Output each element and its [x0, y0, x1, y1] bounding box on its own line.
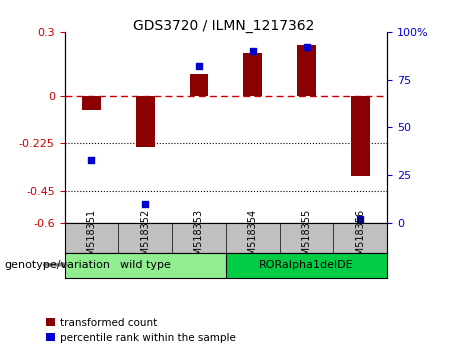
Point — [142, 201, 149, 207]
Text: GSM518356: GSM518356 — [355, 209, 366, 268]
Bar — [189, 74, 208, 96]
Bar — [136, 96, 154, 147]
Text: genotype/variation: genotype/variation — [5, 260, 111, 270]
Point — [303, 44, 310, 50]
Text: GSM518352: GSM518352 — [140, 209, 150, 268]
Text: RORalpha1delDE: RORalpha1delDE — [259, 261, 354, 270]
FancyBboxPatch shape — [65, 253, 226, 278]
Text: GSM518355: GSM518355 — [301, 209, 312, 268]
Bar — [243, 53, 262, 96]
Text: GSM518354: GSM518354 — [248, 209, 258, 268]
Text: GSM518351: GSM518351 — [86, 209, 96, 268]
FancyBboxPatch shape — [226, 253, 387, 278]
Point — [195, 63, 203, 69]
Bar — [297, 45, 316, 96]
Point — [88, 157, 95, 163]
Point — [357, 216, 364, 222]
Bar — [82, 96, 101, 110]
Bar — [351, 96, 370, 176]
Text: GDS3720 / ILMN_1217362: GDS3720 / ILMN_1217362 — [133, 19, 314, 34]
Legend: transformed count, percentile rank within the sample: transformed count, percentile rank withi… — [42, 314, 240, 347]
Point — [249, 48, 256, 54]
Text: wild type: wild type — [120, 261, 171, 270]
Text: GSM518353: GSM518353 — [194, 209, 204, 268]
